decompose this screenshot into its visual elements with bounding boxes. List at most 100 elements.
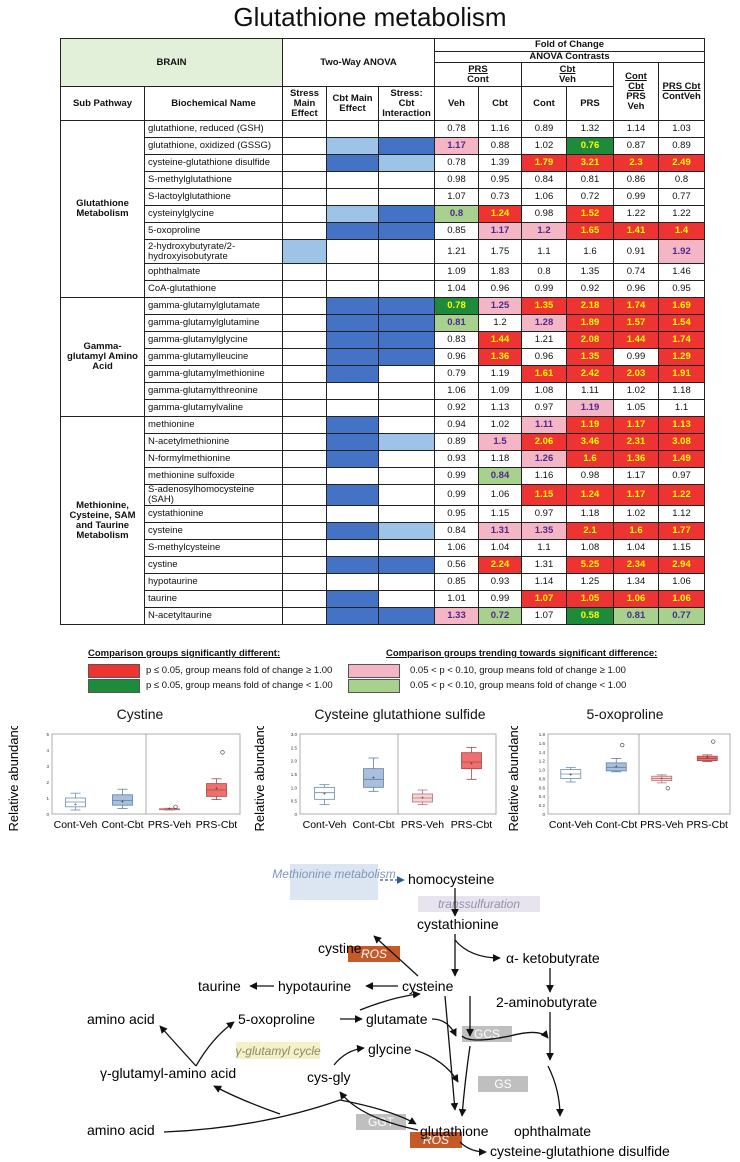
fold-change-cell: 2.94	[657, 556, 706, 574]
arrow-gcs-to-glutathione	[458, 1045, 471, 1117]
fold-change-cell: 5.25	[566, 556, 614, 574]
anova-cell	[282, 314, 327, 332]
node-ophthalmate: ophthalmate	[514, 1123, 591, 1139]
arrow-gcs-branch	[461, 1030, 549, 1041]
stress-main-effect-header: Stress Main Effect	[282, 86, 327, 121]
arrow-cysteine-to-cystine	[373, 935, 419, 977]
fold-change-cell: 2.3	[613, 154, 659, 172]
gcs-label: GCS	[474, 1027, 500, 1041]
table-row: N-acetylmethionine 0.89 1.5 2.06 3.46 2.31 3.0…	[61, 433, 706, 451]
ros-label-2: ROS	[423, 1133, 449, 1147]
anova-cell	[378, 450, 435, 468]
table-row: cysteine 0.84 1.31 1.35 2.1 1.6 1.77	[61, 522, 706, 540]
y-axis-label: Relative abundance	[252, 726, 267, 831]
x-tick-label: PRS-Cbt	[451, 819, 493, 831]
legend-swatch-trend-up	[348, 664, 400, 678]
x-tick-label: PRS-Veh	[401, 819, 444, 831]
biochemical-name-cell: N-formylmethionine	[144, 450, 283, 468]
y-tick-label: 2.5	[291, 745, 298, 750]
anova-cell	[282, 450, 327, 468]
x-tick-label: PRS-Cbt	[196, 819, 238, 831]
fold-change-cell: 0.81	[566, 171, 614, 189]
fold-change-cell: 1.4	[657, 222, 706, 240]
fold-change-cell: 1.44	[613, 331, 659, 349]
fold-change-cell: 1.17	[613, 484, 659, 506]
ros-box-2	[410, 1132, 462, 1148]
legend-swatch-sig-up	[88, 664, 140, 678]
fold-change-cell: 1.22	[613, 205, 659, 223]
fold-change-cell: 1.09	[478, 382, 522, 400]
fold-change-cell: 1.35	[566, 348, 614, 366]
table-row: gamma-glutamylglutamine 0.81 1.2 1.28 1.89 1.…	[61, 314, 706, 332]
anova-cell	[282, 573, 327, 591]
y-tick-label: 1.8	[539, 732, 546, 737]
fold-change-cell: 1.05	[566, 590, 614, 608]
node-cystine: cystine	[318, 940, 362, 956]
table-row: 2-hydroxybutyrate/2-hydroxyisobutyrate 1.…	[61, 239, 706, 264]
fold-change-cell: 1.06	[521, 188, 567, 206]
gs-box	[478, 1076, 528, 1092]
legend-trend-header: Comparison groups trending towards signi…	[386, 648, 658, 659]
outlier-point	[665, 786, 670, 791]
anova-cell	[282, 171, 327, 189]
anova-cell	[378, 607, 435, 625]
anova-cell	[282, 484, 327, 506]
anova-cell	[282, 348, 327, 366]
fold-change-cell: 1.35	[521, 297, 567, 315]
fold-change-cell: 0.77	[657, 607, 706, 625]
fold-change-cell: 3.21	[566, 154, 614, 172]
fold-change-cell: 1.25	[478, 297, 522, 315]
box-cont-veh: +	[314, 784, 335, 806]
biochemical-name-cell: methionine sulfoxide	[144, 467, 283, 485]
fold-change-cell: 0.8	[657, 171, 706, 189]
node-amino-acid-top: amino acid	[87, 1011, 155, 1027]
node-homocysteine: homocysteine	[408, 871, 495, 887]
fold-change-cell: 1.79	[521, 154, 567, 172]
prs-cont-header: PRS Cont	[434, 62, 522, 87]
fold-change-cell: 1.06	[657, 573, 706, 591]
ggt-label: GGT	[368, 1115, 395, 1129]
anova-cell	[282, 297, 327, 315]
data-table: BRAIN Two-Way ANOVA Fold of Change ANOVA…	[60, 38, 706, 625]
table-row: gamma-glutamylmethionine 0.79 1.19 1.61 2.42…	[61, 365, 706, 383]
table-row: CoA-glutathione 1.04 0.96 0.99 0.92 0.96 0.95	[61, 280, 706, 298]
page-title: Glutathione metabolism	[233, 2, 507, 32]
fold-change-cell: 0.81	[434, 314, 479, 332]
biochemical-name-cell: S-adenosylhomocysteine (SAH)	[144, 484, 283, 506]
fold-change-cell: 1.91	[657, 365, 706, 383]
anova-cell	[326, 382, 379, 400]
fold-change-cell: 1.09	[434, 263, 479, 281]
biochemical-name-cell: gamma-glutamylvaline	[144, 399, 283, 417]
legend-trend-down-text: 0.05 < p < 0.10, group means fold of cha…	[410, 680, 627, 691]
y-tick-label: 3	[46, 764, 49, 769]
anova-cell	[378, 331, 435, 349]
fold-change-cell: 1.21	[434, 239, 479, 264]
arrow-cysgly-to-glycine	[333, 1044, 365, 1066]
fold-change-cell: 1.25	[566, 573, 614, 591]
table-row: cysteine-glutathione disulfide 0.78 1.39 1.…	[61, 154, 706, 172]
col-cbt-header: Cbt	[478, 86, 522, 121]
fold-change-cell: 1.57	[613, 314, 659, 332]
fold-change-cell: 2.34	[613, 556, 659, 574]
x-tick-label: Cont-Veh	[54, 819, 98, 831]
fold-change-cell: 0.96	[521, 348, 567, 366]
biochemical-name-cell: gamma-glutamylmethionine	[144, 365, 283, 383]
fold-change-cell: 1.07	[434, 188, 479, 206]
fold-change-cell: 1.6	[566, 450, 614, 468]
ros-label-1: ROS	[361, 947, 387, 961]
y-tick-label: 1.5	[291, 772, 298, 777]
ggt-box	[356, 1114, 406, 1130]
legend-sig-down-text: p ≤ 0.05, group means fold of change < 1…	[146, 680, 333, 691]
svg-text:+: +	[615, 764, 618, 770]
arrow-glutamylaa-to-aminoacid	[159, 1025, 197, 1067]
fold-change-cell: 0.92	[434, 399, 479, 417]
glutamyl-cycle-label: γ-glutamyl cycle	[235, 1044, 321, 1058]
svg-text:+: +	[168, 807, 171, 813]
fold-change-cell: 0.89	[521, 120, 567, 138]
fold-change-cell: 2.18	[566, 297, 614, 315]
fold-change-cell: 1.07	[521, 590, 567, 608]
fold-change-cell: 0.89	[657, 137, 706, 155]
y-tick-label: 3.0	[291, 732, 298, 737]
fold-change-header: Fold of Change	[433, 38, 706, 52]
anova-cell	[378, 348, 435, 366]
